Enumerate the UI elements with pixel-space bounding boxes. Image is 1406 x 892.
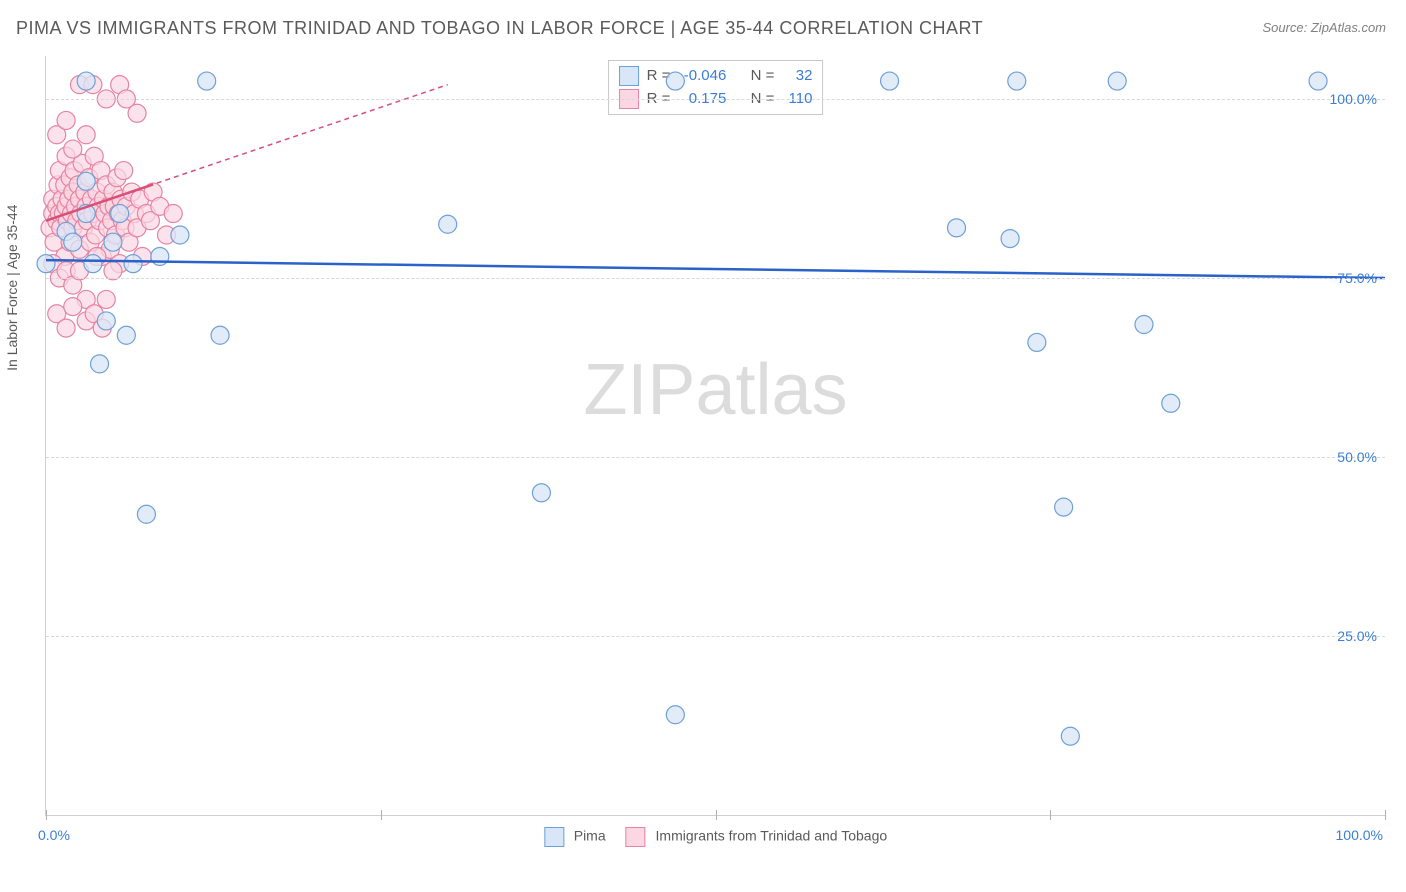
x-tick-label: 100.0% bbox=[1336, 827, 1383, 843]
legend-item-pima: Pima bbox=[544, 827, 606, 847]
scatter-svg bbox=[46, 56, 1385, 815]
swatch-tt-legend bbox=[626, 827, 646, 847]
y-tick-label: 25.0% bbox=[1337, 628, 1377, 644]
chart-title: PIMA VS IMMIGRANTS FROM TRINIDAD AND TOB… bbox=[16, 18, 983, 39]
y-tick-label: 50.0% bbox=[1337, 449, 1377, 465]
legend: Pima Immigrants from Trinidad and Tobago bbox=[544, 827, 887, 847]
y-tick-label: 100.0% bbox=[1330, 91, 1377, 107]
y-tick-label: 75.0% bbox=[1337, 270, 1377, 286]
legend-label-pima: Pima bbox=[574, 828, 606, 844]
swatch-pima-legend bbox=[544, 827, 564, 847]
plot-area: ZIPatlas R = -0.046 N = 32 R = 0.175 N =… bbox=[45, 56, 1385, 816]
legend-item-tt: Immigrants from Trinidad and Tobago bbox=[626, 827, 888, 847]
y-axis-label: In Labor Force | Age 35-44 bbox=[4, 205, 20, 371]
source-attribution: Source: ZipAtlas.com bbox=[1262, 20, 1386, 35]
legend-label-tt: Immigrants from Trinidad and Tobago bbox=[656, 828, 888, 844]
x-tick-label: 0.0% bbox=[38, 827, 70, 843]
